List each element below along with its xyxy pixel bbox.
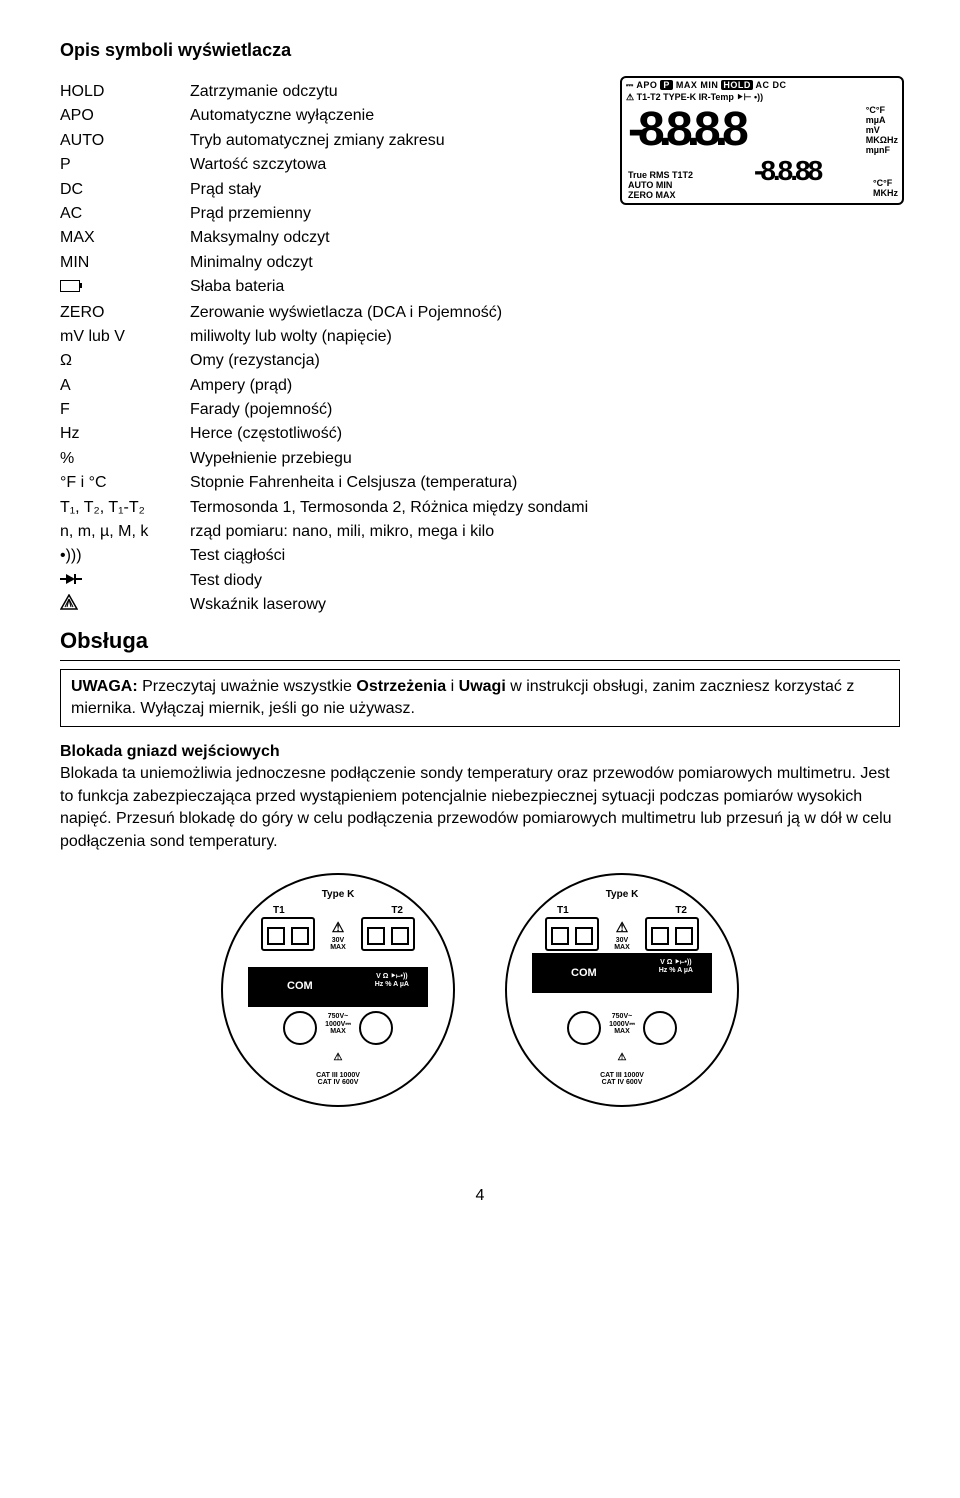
table-row: Test diody bbox=[60, 570, 900, 592]
symbol-cell: % bbox=[60, 448, 190, 470]
lcd-sub-digits: -8.8.88 bbox=[754, 155, 820, 187]
table-row: T₁, T₂, T₁-T₂Termosonda 1, Termosonda 2,… bbox=[60, 497, 900, 519]
subsection-heading: Blokada gniazd wejściowych bbox=[60, 743, 900, 761]
symbol-cell: °F i °C bbox=[60, 472, 190, 494]
table-row: ZEROZerowanie wyświetlacza (DCA i Pojemn… bbox=[60, 302, 900, 324]
warning-box: UWAGA: Przeczytaj uważnie wszystkie Ostr… bbox=[60, 669, 900, 728]
section-heading-obsluga: Obsługa bbox=[60, 628, 900, 654]
lcd-bottom-left: True RMS T1T2AUTO MINZERO MAX bbox=[628, 171, 693, 201]
jack-diagram-shutter-up: Type K T1 T2 ⚠ 30VMAX COM V Ω ⯈⊢•))Hz % … bbox=[505, 873, 739, 1107]
table-row: AAmpery (prąd) bbox=[60, 375, 900, 397]
symbol-cell: •))) bbox=[60, 545, 190, 567]
jack-diagrams: Type K T1 T2 ⚠ 30VMAX COM V Ω ⯈⊢•))Hz % … bbox=[60, 873, 900, 1107]
symbol-cell bbox=[60, 570, 190, 592]
symbol-cell: A bbox=[60, 375, 190, 397]
symbol-cell: Ω bbox=[60, 350, 190, 372]
lcd-bottom-right: °C°FMKHz bbox=[873, 179, 898, 199]
table-row: Wskaźnik laserowy bbox=[60, 594, 900, 617]
table-row: °F i °CStopnie Fahrenheita i Celsjusza (… bbox=[60, 472, 900, 494]
symbol-cell: MIN bbox=[60, 252, 190, 274]
page-number: 4 bbox=[60, 1187, 900, 1205]
description-cell: Prąd przemienny bbox=[190, 203, 900, 225]
symbol-cell: T₁, T₂, T₁-T₂ bbox=[60, 497, 190, 519]
description-cell: Stopnie Fahrenheita i Celsjusza (tempera… bbox=[190, 472, 900, 494]
description-cell: Słaba bateria bbox=[190, 276, 900, 298]
table-row: ACPrąd przemienny bbox=[60, 203, 900, 225]
description-cell: Omy (rezystancja) bbox=[190, 350, 900, 372]
table-row: Słaba bateria bbox=[60, 276, 900, 299]
description-cell: Herce (częstotliwość) bbox=[190, 423, 900, 445]
description-cell: Minimalny odczyt bbox=[190, 252, 900, 274]
table-row: ΩOmy (rezystancja) bbox=[60, 350, 900, 372]
symbol-cell: AC bbox=[60, 203, 190, 225]
symbol-cell: mV lub V bbox=[60, 326, 190, 348]
description-cell: Test ciągłości bbox=[190, 545, 900, 567]
table-row: MAXMaksymalny odczyt bbox=[60, 227, 900, 249]
description-cell: Wypełnienie przebiegu bbox=[190, 448, 900, 470]
symbol-cell: F bbox=[60, 399, 190, 421]
table-row: •)))Test ciągłości bbox=[60, 545, 900, 567]
lcd-top-row-1: ⎓ APO P MAX MIN HOLD AC DC bbox=[626, 80, 787, 91]
table-row: FFarady (pojemność) bbox=[60, 399, 900, 421]
table-row: n, m, µ, M, krząd pomiaru: nano, mili, m… bbox=[60, 521, 900, 543]
symbol-cell: HOLD bbox=[60, 81, 190, 103]
description-cell: Zerowanie wyświetlacza (DCA i Pojemność) bbox=[190, 302, 900, 324]
t: i bbox=[446, 678, 458, 695]
warning-label: UWAGA: bbox=[71, 678, 138, 695]
description-cell: rząd pomiaru: nano, mili, mikro, mega i … bbox=[190, 521, 900, 543]
symbol-cell: P bbox=[60, 154, 190, 176]
symbol-cell bbox=[60, 276, 190, 299]
page-title: Opis symboli wyświetlacza bbox=[60, 40, 900, 61]
t: Ostrzeżenia bbox=[356, 678, 446, 695]
table-row: mV lub Vmiliwolty lub wolty (napięcie) bbox=[60, 326, 900, 348]
diode-icon bbox=[60, 573, 82, 585]
symbol-cell: APO bbox=[60, 105, 190, 127]
description-cell: Maksymalny odczyt bbox=[190, 227, 900, 249]
symbol-cell: DC bbox=[60, 179, 190, 201]
t: Przeczytaj uważnie wszystkie bbox=[138, 678, 357, 695]
table-row: MINMinimalny odczyt bbox=[60, 252, 900, 274]
description-cell: Ampery (prąd) bbox=[190, 375, 900, 397]
lcd-units: °C°FmµAmVMKΩHzmµnF bbox=[866, 106, 898, 155]
description-cell: Test diody bbox=[190, 570, 900, 592]
description-cell: Farady (pojemność) bbox=[190, 399, 900, 421]
t: Uwagi bbox=[459, 678, 506, 695]
jack-diagram-shutter-down: Type K T1 T2 ⚠ 30VMAX COM V Ω ⯈⊢•))Hz % … bbox=[221, 873, 455, 1107]
table-row: %Wypełnienie przebiegu bbox=[60, 448, 900, 470]
paragraph: Blokada ta uniemożliwia jednoczesne podł… bbox=[60, 763, 900, 853]
symbol-cell: AUTO bbox=[60, 130, 190, 152]
lcd-main-digits: -8.8.8.8 bbox=[628, 102, 743, 157]
description-cell: Wskaźnik laserowy bbox=[190, 594, 900, 616]
symbol-cell: Hz bbox=[60, 423, 190, 445]
table-row: HzHerce (częstotliwość) bbox=[60, 423, 900, 445]
symbol-cell: ZERO bbox=[60, 302, 190, 324]
battery-icon bbox=[60, 280, 80, 292]
divider bbox=[60, 660, 900, 661]
laser-icon bbox=[60, 594, 78, 610]
lcd-illustration: ⎓ APO P MAX MIN HOLD AC DC ⚠ T1-T2 TYPE-… bbox=[620, 76, 904, 205]
symbol-cell: MAX bbox=[60, 227, 190, 249]
symbol-cell: n, m, µ, M, k bbox=[60, 521, 190, 543]
symbol-cell bbox=[60, 594, 190, 617]
description-cell: miliwolty lub wolty (napięcie) bbox=[190, 326, 900, 348]
description-cell: Termosonda 1, Termosonda 2, Różnica międ… bbox=[190, 497, 900, 519]
